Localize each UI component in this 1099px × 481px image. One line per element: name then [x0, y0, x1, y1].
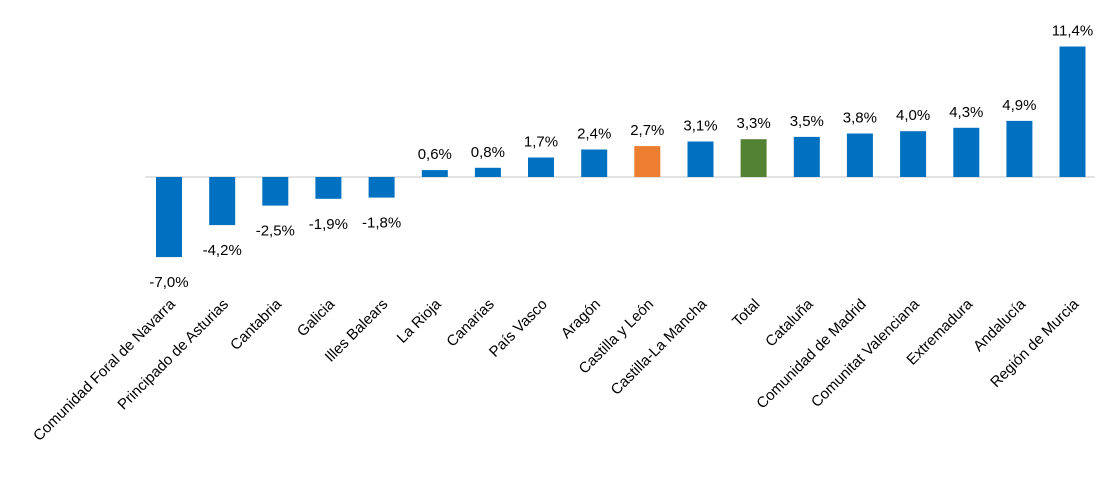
bar [156, 177, 182, 258]
bar [209, 177, 236, 226]
value-label: 11,4% [1052, 23, 1093, 40]
category-label: Región de Murcia [987, 295, 1083, 391]
value-label: -2,5% [256, 223, 295, 240]
value-label: -4,2% [203, 242, 242, 259]
value-label: 2,4% [577, 126, 611, 143]
value-label: 3,3% [736, 115, 770, 132]
category-label: Castilla-La Mancha [608, 295, 711, 398]
value-label: 4,3% [949, 104, 983, 121]
category-label: Cantabria [227, 295, 285, 353]
bar [900, 131, 927, 177]
value-label: 0,8% [471, 144, 505, 161]
bar [846, 133, 873, 177]
value-label: 2,7% [630, 122, 664, 139]
bar [315, 177, 342, 199]
value-label: 1,7% [524, 134, 558, 151]
bar [1006, 120, 1033, 177]
value-label: 0,6% [418, 146, 452, 163]
value-label: -1,8% [362, 215, 401, 232]
value-label: 3,1% [683, 118, 717, 135]
bar [474, 167, 501, 177]
bar [1059, 46, 1086, 177]
value-label: 3,8% [843, 110, 877, 127]
category-label: Total [729, 296, 763, 330]
category-label: Aragón [558, 296, 604, 342]
category-label: Galicia [294, 295, 339, 340]
bar [421, 170, 448, 177]
bars-group [156, 46, 1086, 258]
value-label: 4,9% [1002, 97, 1036, 114]
bar [953, 127, 980, 177]
category-label: Principado de Asturias [114, 296, 232, 414]
bar [634, 146, 661, 177]
value-label: -7,0% [149, 274, 188, 291]
value-label: 4,0% [896, 107, 930, 124]
category-label: La Rioja [394, 295, 445, 346]
bar [687, 141, 714, 177]
value-labels-group: -7,0% -4,2% -2,5% -1,9% -1,8% 0,6% 0,8% 1,7% 2,4… [149, 23, 1093, 292]
category-label: Canarias [443, 296, 497, 350]
value-label: -1,9% [309, 216, 348, 233]
bar [581, 149, 608, 177]
bar [793, 136, 820, 177]
category-label: Cataluña [762, 295, 817, 350]
bar [368, 177, 395, 198]
bar [740, 139, 767, 177]
bar [528, 157, 554, 177]
category-label: País Vasco [486, 296, 551, 361]
value-label: 3,5% [790, 113, 824, 130]
bar [262, 177, 289, 206]
